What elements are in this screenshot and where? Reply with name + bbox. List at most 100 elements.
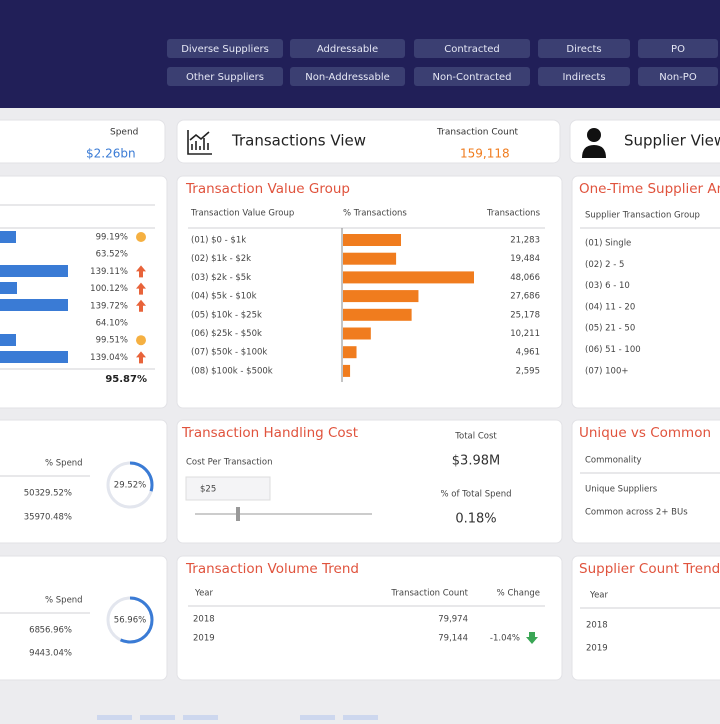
count: 359	[24, 513, 40, 523]
total: 95.87%	[105, 374, 147, 385]
donut-arc	[106, 596, 154, 644]
panel-title: Unique vs Common	[579, 425, 711, 441]
panel	[571, 175, 720, 409]
panel	[571, 419, 720, 544]
percentage: 63.52%	[96, 250, 128, 260]
up-arrow	[136, 351, 146, 364]
percentage: 99.19%	[96, 233, 128, 243]
share: 56.96%	[40, 626, 72, 636]
transactions-card[interactable]	[176, 119, 561, 164]
column-header: % Change	[497, 589, 540, 599]
row-label: (07) 100+	[585, 366, 629, 376]
row-label: (02) $1k - $2k	[191, 254, 251, 264]
filter-button[interactable]	[290, 39, 405, 58]
spend-label: Spend	[110, 128, 138, 138]
filter-button[interactable]	[638, 67, 718, 86]
year: 2018	[586, 621, 608, 631]
filter-label: Non-Contracted	[432, 72, 511, 83]
filter-button[interactable]	[538, 39, 630, 58]
person-icon	[587, 128, 601, 142]
panel	[176, 419, 563, 544]
filter-button[interactable]	[414, 39, 530, 58]
year: 2019	[193, 634, 215, 644]
cost-input[interactable]	[185, 476, 271, 501]
value-label: 48,066	[510, 273, 540, 283]
row-label: (04) $5k - $10k	[191, 292, 257, 302]
bar	[343, 308, 412, 321]
column-header: % Transactions	[343, 209, 407, 219]
row-label: (06) $25k - $50k	[191, 329, 262, 339]
filter-label: PO	[671, 44, 685, 55]
up-arrow	[136, 282, 146, 295]
bar	[343, 252, 397, 265]
percentage: 64.10%	[96, 319, 128, 329]
up-arrow	[136, 299, 146, 312]
panel-title: One-Time Supplier Analysis	[579, 181, 720, 197]
row-label: (06) 51 - 100	[585, 345, 641, 355]
count: 68	[29, 626, 40, 636]
filter-label: Contracted	[444, 44, 500, 55]
column-header: Year	[589, 591, 609, 601]
share-value: 0.18%	[455, 512, 496, 527]
row-label: Unique Suppliers	[585, 485, 658, 495]
value-label: 27,686	[510, 292, 540, 302]
status-icon	[136, 335, 146, 346]
bar	[343, 327, 371, 340]
filter-label: Addressable	[317, 44, 378, 55]
count: 79,144	[438, 634, 468, 644]
filter-button[interactable]	[167, 39, 283, 58]
percentage: 139.72%	[90, 301, 128, 311]
bar	[343, 290, 419, 303]
column-header: Transaction Count	[390, 589, 468, 599]
row-label: (01) $0 - $1k	[191, 236, 246, 246]
down-arrow	[526, 632, 538, 644]
row-label: Common across 2+ BUs	[585, 508, 688, 518]
total-cost-label: Total Cost	[454, 432, 497, 442]
panel-title: Transaction Volume Trend	[185, 561, 359, 577]
panel-title: Transaction Value Group	[185, 181, 350, 197]
value-label: 25,178	[510, 310, 540, 320]
row-label: (03) 6 - 10	[585, 281, 630, 291]
row-label: (02) 2 - 5	[585, 260, 624, 270]
filter-label: Diverse Suppliers	[181, 44, 269, 55]
filter-button[interactable]	[290, 67, 405, 86]
bar	[343, 234, 402, 246]
filter-label: Non-PO	[659, 72, 697, 83]
filter-button[interactable]	[538, 67, 630, 86]
column-header: % Spend	[45, 459, 83, 469]
card-label: Transaction Count	[436, 128, 519, 138]
status-icon	[136, 232, 146, 242]
filter-button[interactable]	[414, 67, 530, 86]
bottom-tabs	[97, 715, 378, 721]
value-label: 21,283	[510, 236, 540, 246]
panel	[0, 555, 168, 681]
supplier-card[interactable]	[569, 119, 720, 164]
input-value: $25	[200, 485, 216, 495]
card-title: Supplier View	[624, 132, 720, 150]
panel-title: Transaction Handling Cost	[181, 425, 358, 441]
change: -1.04%	[490, 634, 520, 644]
total-cost-value: $3.98M	[452, 454, 500, 469]
spend-card	[0, 119, 166, 164]
column-header: Transactions	[486, 209, 541, 219]
column-header: % Spend	[45, 596, 83, 606]
percentage: 100.12%	[90, 284, 128, 294]
column-header: Transaction Value Group	[190, 209, 294, 219]
bars	[0, 231, 68, 363]
column-header: Year	[194, 589, 214, 599]
bar	[343, 271, 474, 284]
filter-button[interactable]	[638, 39, 718, 58]
row-label: (05) 21 - 50	[585, 324, 635, 334]
panel	[571, 555, 720, 681]
count: 79,974	[438, 615, 468, 625]
row-label: (03) $2k - $5k	[191, 273, 251, 283]
slider-knob[interactable]	[236, 507, 240, 521]
row-label: (05) $10k - $25k	[191, 310, 262, 320]
filter-button[interactable]	[167, 67, 283, 86]
panel	[176, 555, 563, 681]
value-label: 10,211	[510, 329, 540, 339]
row-label: (08) $100k - $500k	[191, 366, 273, 376]
count: 94	[29, 649, 40, 659]
